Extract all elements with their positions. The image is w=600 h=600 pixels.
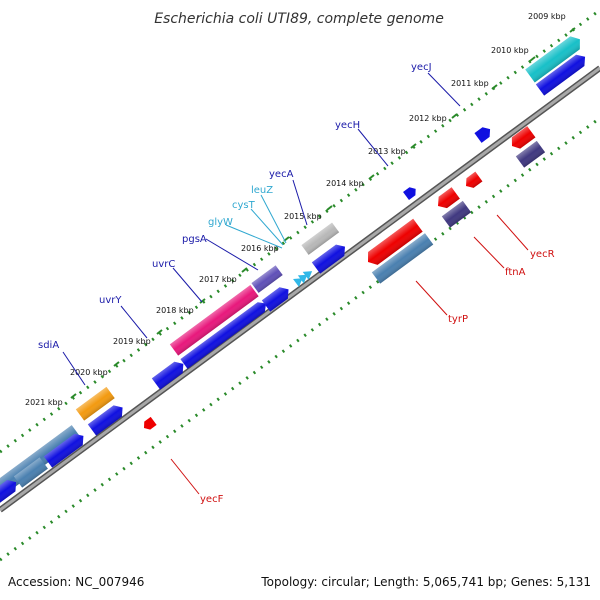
gene-red-ftna-2 [466,171,483,188]
kbp-label: 2016 kbp [241,244,279,253]
gene-label-uvrc: uvrC [152,259,175,270]
gene-label-cyst: cysT [232,200,256,211]
gene-blue-yeca [311,244,345,274]
gene-blue-yecj [474,127,491,143]
kbp-label: 2013 kbp [368,147,406,156]
gene-blue-pgsa [261,287,289,312]
gene-red-yecf [144,416,157,430]
kbp-label: 2019 kbp [113,337,151,346]
gene-label-glyw: glyW [208,217,233,228]
inner-tick-rail [0,116,600,562]
gene-label-yecr: yecR [530,249,555,260]
kbp-label: 2017 kbp [199,275,237,284]
gene-red-ftna-1 [438,187,460,209]
kbp-scale: 2009 kbp 2010 kbp 2011 kbp 2012 kbp 2013… [25,12,576,407]
kbp-label: 2021 kbp [25,398,63,407]
gene-label-leuz: leuZ [251,185,273,196]
kbp-tick: 2014 kbp [326,174,375,188]
gene-blue-uvry [151,361,184,390]
kbp-tick: 2016 kbp [241,236,290,253]
gene-label-yeca: yecA [269,169,294,180]
gene-purple [251,265,283,293]
kbp-tick: 2010 kbp [491,46,536,62]
gene-navy-ftna [441,200,472,228]
genome-backbone [0,65,600,513]
gene-label-ftna: ftnA [505,267,526,278]
kbp-label: 2011 kbp [451,79,489,88]
kbp-tick: 2018 kbp [156,298,206,315]
kbp-tick: 2012 kbp [409,113,458,123]
gene-label-yech: yecH [335,120,360,131]
gene-blue-yech [403,187,416,201]
gene-labels: yecJ yecH yecA leuZ cysT glyW pgsA uvrC … [38,62,555,505]
kbp-tick: 2017 kbp [199,267,248,284]
kbp-label: 2015 kbp [284,212,322,221]
kbp-tick: 2015 kbp [284,205,333,221]
gene-features [0,36,586,506]
trna-cluster [293,271,313,288]
outer-tick-rail [0,8,600,454]
kbp-tick: 2021 kbp [25,393,77,407]
gene-red-yecr [511,126,536,149]
gene-cyan-top [525,36,580,83]
kbp-tick: 2009 kbp [528,12,576,33]
map-title: Escherichia coli UTI89, complete genome [154,11,444,27]
gene-label-pgsa: pgsA [182,234,207,245]
kbp-label: 2010 kbp [491,46,529,55]
kbp-label: 2014 kbp [326,179,364,188]
gene-orange [75,386,115,421]
kbp-label: 2012 kbp [409,114,447,123]
gene-label-uvry: uvrY [99,295,122,306]
gene-label-yecf: yecF [200,494,224,505]
gene-grey [301,222,340,255]
gene-blue-left-1 [0,480,17,506]
gene-steel-left [13,457,48,488]
gene-blue-2009 [535,54,586,96]
gene-magenta [169,285,259,356]
accession-text: Accession: NC_007946 [8,575,144,589]
kbp-tick: 2011 kbp [451,79,498,90]
gene-label-yecj: yecJ [411,62,432,73]
kbp-label: 2009 kbp [528,12,566,21]
gene-label-sdia: sdiA [38,340,59,351]
gene-label-tyrp: tyrP [448,314,468,325]
gene-navy-yecr [515,140,546,168]
gene-red-tyrp [368,218,423,265]
kbp-label: 2018 kbp [156,306,194,315]
genome-summary-text: Topology: circular; Length: 5,065,741 bp… [260,575,591,589]
kbp-label: 2020 kbp [70,368,108,377]
gene-blue-sdia [87,405,123,436]
kbp-tick: 2013 kbp [368,143,417,156]
kbp-tick: 2020 kbp [70,361,120,377]
gene-steel-tyrp [371,233,434,284]
kbp-tick: 2019 kbp [113,329,163,346]
label-leaders [62,72,529,495]
gene-blue-uvrc [180,302,267,369]
gene-blue-left-2 [43,433,84,468]
